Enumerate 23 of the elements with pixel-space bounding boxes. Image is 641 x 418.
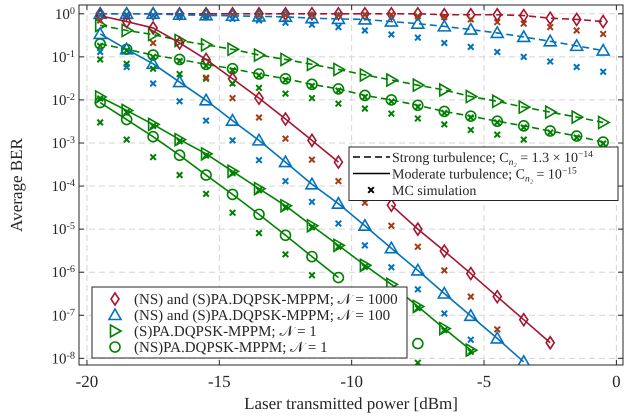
x-axis-title: Laser transmitted power [dBm] [244,394,458,413]
y-axis-title: Average BER [7,138,26,232]
legend-label: (NS) and (S)PA.DQPSK-MPPM; 𝒩 = 1000 [134,292,398,308]
y-tick-label: 10$^{-4}$ [52,178,75,196]
annotation: Strong turbulence; C$_{n₂}$ = 1.3 × 10$^{−14}$ [392,150,594,168]
y-tick-label: 10$^{-7}$ [52,307,75,324]
legend-label: (S)PA.DQPSK-MPPM; 𝒩 = 1 [134,324,317,340]
y-tick-label: 10$^{-8}$ [52,350,75,368]
y-tick-label: 10$^{-5}$ [52,220,75,238]
annotation: MC simulation [392,184,476,199]
x-tick-label: -15 [208,372,231,391]
y-tick-label: 10$^{-2}$ [52,92,75,109]
x-tick-label: -5 [476,372,492,391]
legend-label: (NS)PA.DQPSK-MPPM; 𝒩 = 1 [134,340,328,356]
x-tick-label: -20 [76,372,98,391]
y-tick-label: 10$^{0}$ [54,6,75,23]
legend-label: (NS) and (S)PA.DQPSK-MPPM; 𝒩 = 100 [134,308,390,324]
y-tick-label: 10$^{-1}$ [52,48,75,66]
annotation: Moderate turbulence; C$_{n₂}$ = 10$^{−15}$ [392,166,578,184]
y-tick-label: 10$^{-3}$ [52,134,75,152]
y-tick-label: 10$^{-6}$ [52,264,75,282]
x-tick-label: 0 [612,372,621,391]
x-tick-label: -10 [340,372,363,391]
